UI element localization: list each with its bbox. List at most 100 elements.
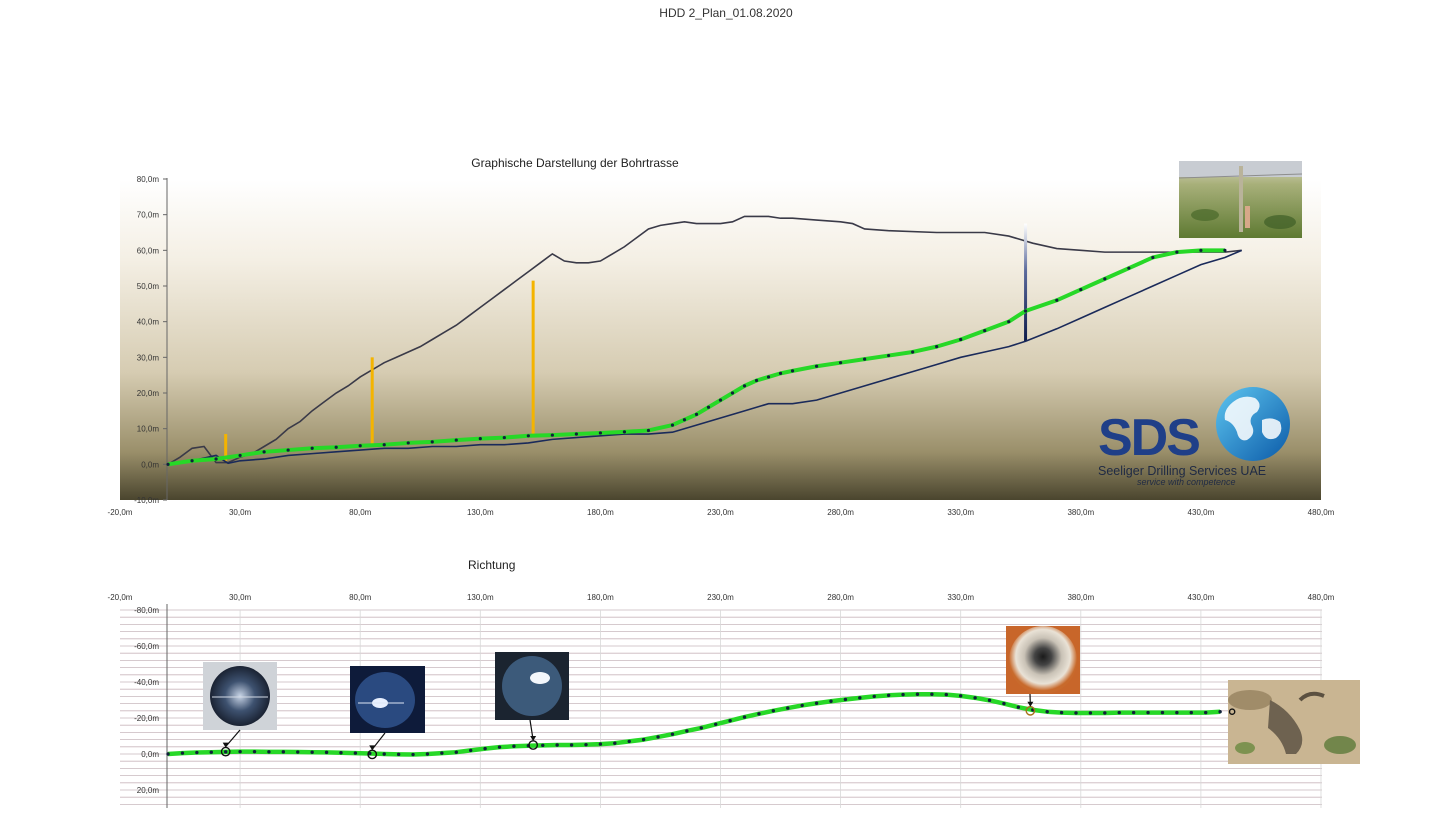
drilled-path-point bbox=[718, 398, 723, 402]
direction-point bbox=[858, 696, 862, 700]
direction-photo-markers bbox=[220, 693, 1236, 760]
direction-point bbox=[1160, 710, 1165, 715]
drilled-path-line bbox=[167, 248, 1225, 467]
direction-point bbox=[1218, 710, 1222, 714]
direction-x-tick-label: 180,0m bbox=[587, 593, 614, 602]
direction-point bbox=[930, 692, 934, 696]
drilled-path-point bbox=[694, 412, 699, 416]
direction-point bbox=[886, 693, 891, 698]
depth-marker-bar bbox=[531, 280, 535, 436]
profile-x-tick-label: 430,0m bbox=[1188, 508, 1215, 517]
profile-y-tick-label: 70,0m bbox=[137, 211, 160, 220]
borehole-photo-2 bbox=[350, 666, 425, 733]
photo-pointer-arrow bbox=[225, 729, 241, 748]
profile-y-tick-label: 80,0m bbox=[137, 175, 160, 184]
direction-point bbox=[627, 739, 631, 744]
direction-point bbox=[267, 750, 271, 754]
drilled-path-point bbox=[334, 445, 338, 449]
direction-point bbox=[353, 751, 358, 755]
direction-point bbox=[569, 743, 574, 747]
profile-y-axis: 80,0m 70,0m 60,0m 50,0m 40,0m 30,0m 20,0m 10,0m… bbox=[134, 175, 167, 505]
direction-y-tick-label: 0,0m bbox=[141, 750, 159, 759]
direction-x-tick-label: -20,0m bbox=[108, 593, 133, 602]
direction-point bbox=[944, 692, 948, 697]
drilled-path-point bbox=[778, 371, 783, 375]
direction-point bbox=[339, 751, 343, 755]
terrain-line bbox=[167, 215, 1242, 466]
drilled-path-point bbox=[670, 423, 675, 427]
drilled-path-point bbox=[454, 438, 458, 442]
drilled-path-point bbox=[706, 405, 711, 409]
drilled-path-point bbox=[1103, 277, 1107, 281]
direction-y-tick-label: -60,0m bbox=[134, 642, 159, 651]
direction-point bbox=[584, 742, 588, 747]
drilled-path-point bbox=[262, 450, 266, 454]
drilled-path-point bbox=[286, 448, 290, 452]
direction-x-axis: -20,0m 30,0m 80,0m 130,0m 180,0m 230,0m 280,0m… bbox=[108, 593, 1335, 602]
direction-point bbox=[1175, 710, 1179, 715]
direction-point bbox=[1204, 710, 1208, 715]
direction-point bbox=[454, 750, 458, 754]
page-title: HDD 2_Plan_01.08.2020 bbox=[659, 6, 793, 20]
profile-series bbox=[166, 215, 1243, 467]
direction-y-tick-label: -40,0m bbox=[134, 678, 159, 687]
drilled-path-point bbox=[574, 432, 578, 436]
profile-y-tick-label: 50,0m bbox=[137, 282, 160, 291]
direction-gridlines bbox=[120, 609, 1322, 808]
drilled-path-point bbox=[1079, 287, 1083, 292]
profile-x-tick-label: 130,0m bbox=[467, 508, 494, 517]
direction-point bbox=[483, 746, 487, 751]
direction-point bbox=[872, 694, 876, 699]
profile-y-tick-label: 30,0m bbox=[137, 353, 160, 362]
borehole-photo-1 bbox=[203, 662, 277, 730]
drilled-path-point bbox=[1199, 248, 1203, 252]
drilled-path-point bbox=[790, 369, 795, 373]
drilled-path-point bbox=[214, 457, 218, 461]
profile-chart-title: Graphische Darstellung der Bohrtrasse bbox=[471, 156, 679, 170]
logo-letters: SDS bbox=[1098, 409, 1199, 467]
profile-y-tick-label: -10,0m bbox=[134, 496, 159, 505]
exit-pit-photo bbox=[1228, 680, 1360, 764]
direction-point bbox=[296, 750, 300, 754]
direction-point bbox=[728, 719, 732, 723]
drilled-path-point bbox=[478, 437, 482, 441]
direction-point bbox=[800, 703, 804, 708]
drilled-path-point bbox=[863, 357, 867, 361]
site-photo-marker-post bbox=[1178, 161, 1303, 238]
profile-x-tick-label: 330,0m bbox=[947, 508, 974, 517]
logo-company-name: Seeliger Drilling Services UAE bbox=[1098, 464, 1266, 478]
profile-x-tick-label: 280,0m bbox=[827, 508, 854, 517]
drilled-path-point bbox=[959, 337, 963, 342]
direction-point bbox=[641, 737, 646, 742]
drilled-path-point bbox=[166, 462, 170, 466]
drilled-path-point bbox=[754, 378, 759, 383]
direction-point bbox=[699, 726, 703, 730]
profile-x-tick-label: 480,0m bbox=[1308, 508, 1335, 517]
direction-x-tick-label: 280,0m bbox=[827, 593, 854, 602]
direction-point bbox=[1016, 705, 1021, 709]
direction-point bbox=[973, 696, 977, 700]
pipe-photo bbox=[1006, 626, 1080, 694]
profile-x-tick-label: 230,0m bbox=[707, 508, 734, 517]
direction-point bbox=[541, 743, 545, 748]
depth-marker-bar bbox=[224, 434, 228, 461]
drilled-path-point bbox=[935, 345, 939, 349]
direction-point bbox=[209, 750, 213, 754]
drilled-path-point bbox=[406, 441, 410, 445]
direction-x-tick-label: 80,0m bbox=[349, 593, 372, 602]
drilled-path-point bbox=[622, 430, 627, 434]
direction-chart-title: Richtung bbox=[468, 558, 516, 572]
drilled-path-point bbox=[1175, 250, 1179, 254]
direction-point bbox=[829, 699, 833, 703]
drilled-path-point bbox=[1055, 298, 1059, 302]
profile-x-tick-label: -20,0m bbox=[108, 508, 133, 517]
direction-point bbox=[1131, 710, 1136, 715]
drilled-path-point bbox=[682, 418, 687, 422]
direction-point bbox=[1002, 701, 1006, 706]
direction-x-tick-label: 380,0m bbox=[1067, 593, 1094, 602]
arrow-head-icon bbox=[369, 745, 376, 751]
direction-point bbox=[166, 752, 170, 756]
profile-x-tick-label: 30,0m bbox=[229, 508, 252, 517]
direction-point bbox=[396, 752, 401, 757]
drilled-path-point bbox=[730, 391, 735, 395]
